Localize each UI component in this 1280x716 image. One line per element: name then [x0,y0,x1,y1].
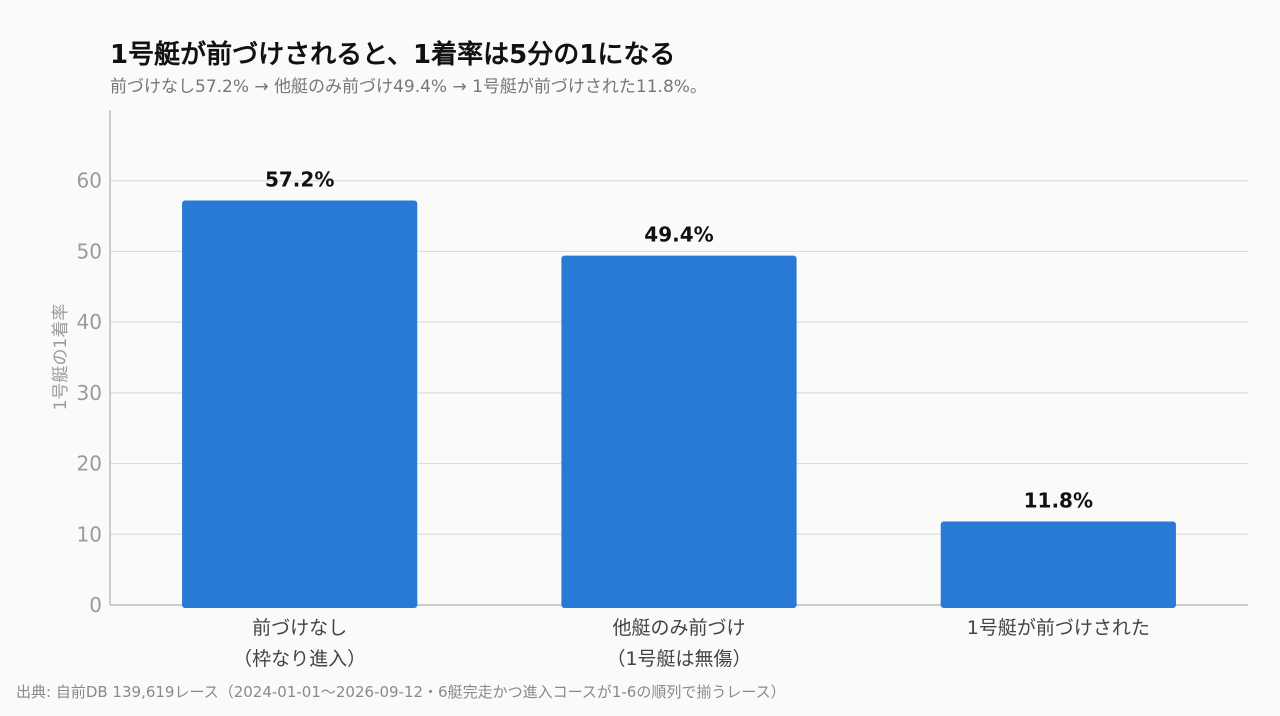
y-tick-label: 0 [89,593,102,617]
y-tick-label: 10 [77,522,102,546]
x-tick-label: 前づけなし [252,617,347,639]
data-label: 49.4% [644,223,713,247]
labels: 0 10 20 30 40 50 60 57.2% 前づけなし （枠なり進入） 49.4% 他艇のみ前… [77,168,1150,670]
y-axis-label: 1号艇の1着率 [51,304,71,411]
chart-title: 1号艇が前づけされると、1着率は5分の1になる [110,40,676,70]
bar-base [561,601,797,605]
bar [940,521,1176,608]
y-tick-label: 40 [77,310,102,334]
y-tick-label: 50 [77,239,102,263]
bar-base [182,601,418,605]
x-tick-label: 1号艇が前づけされた [967,617,1150,639]
y-tick-label: 30 [77,381,102,405]
data-label: 57.2% [265,168,334,192]
x-tick-label-sub: （1号艇は無傷） [606,648,751,670]
y-tick-label: 20 [77,452,102,476]
x-tick-label-sub: （枠なり進入） [233,648,366,670]
chart-subtitle: 前づけなし57.2% → 他艇のみ前づけ49.4% → 1号艇が前づけされた11… [110,77,707,97]
data-label: 11.8% [1024,489,1093,513]
source-note: 出典: 自前DB 139,619レース（2024-01-01〜2026-09-1… [16,683,786,701]
bar-base [940,601,1176,605]
bars [182,200,1176,608]
bar [561,255,797,608]
y-tick-label: 60 [77,169,102,193]
x-tick-label: 他艇のみ前づけ [612,617,745,639]
bar [182,200,418,608]
